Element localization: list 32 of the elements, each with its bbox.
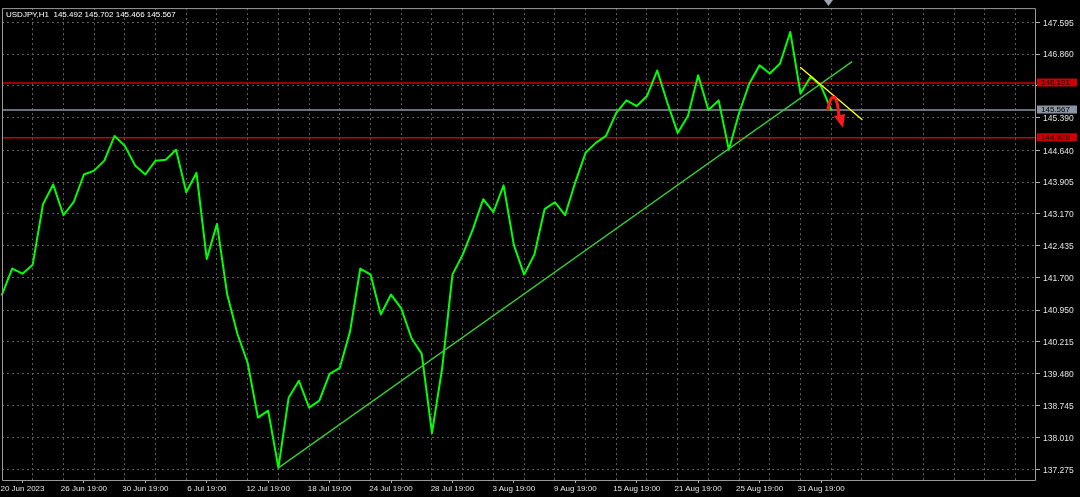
x-tick-label: 3 Aug 19:00: [492, 484, 536, 493]
x-tick-label: 28 Jul 19:00: [430, 484, 475, 493]
ref-line-label: 146.191: [1041, 78, 1071, 88]
x-tick-label: 12 Jul 19:00: [246, 484, 291, 493]
x-tick-label: 21 Aug 19:00: [674, 484, 723, 493]
chart-title: USDJPY,H1 145.492 145.702 145.466 145.567: [6, 10, 177, 20]
y-tick-label: 146.860: [1043, 49, 1074, 60]
x-tick-label: 6 Jul 19:00: [187, 484, 227, 493]
x-tick-label: 31 Aug 19:00: [797, 484, 846, 493]
x-tick-label: 18 Jul 19:00: [307, 484, 352, 493]
y-tick-label: 141.700: [1043, 272, 1074, 283]
y-tick-label: 139.480: [1043, 369, 1074, 380]
y-tick-label: 143.170: [1043, 209, 1074, 220]
y-tick-label: 140.215: [1043, 337, 1074, 348]
y-tick-label: 137.275: [1043, 464, 1074, 475]
y-tick-label: 145.390: [1043, 113, 1074, 124]
y-tick-label: 147.595: [1043, 17, 1074, 28]
ref-line-label: 144.928: [1041, 132, 1071, 142]
y-tick-label: 138.745: [1043, 401, 1074, 412]
x-tick-label: 15 Aug 19:00: [613, 484, 661, 493]
y-tick-label: 140.950: [1043, 305, 1074, 316]
y-tick-label: 143.905: [1043, 177, 1074, 188]
x-tick-label: 20 Jun 2023: [0, 484, 46, 493]
x-tick-label: 30 Jun 19:00: [122, 484, 170, 493]
x-tick-label: 24 Jul 19:00: [369, 484, 414, 493]
y-tick-label: 144.640: [1043, 145, 1074, 156]
y-tick-label: 142.435: [1043, 241, 1074, 252]
x-tick-label: 25 Aug 19:00: [736, 484, 784, 493]
x-tick-label: 26 Jun 19:00: [60, 484, 108, 493]
ref-line-label: 145.567: [1041, 105, 1071, 115]
x-tick-label: 9 Aug 19:00: [553, 484, 598, 493]
y-tick-label: 138.010: [1043, 432, 1074, 443]
